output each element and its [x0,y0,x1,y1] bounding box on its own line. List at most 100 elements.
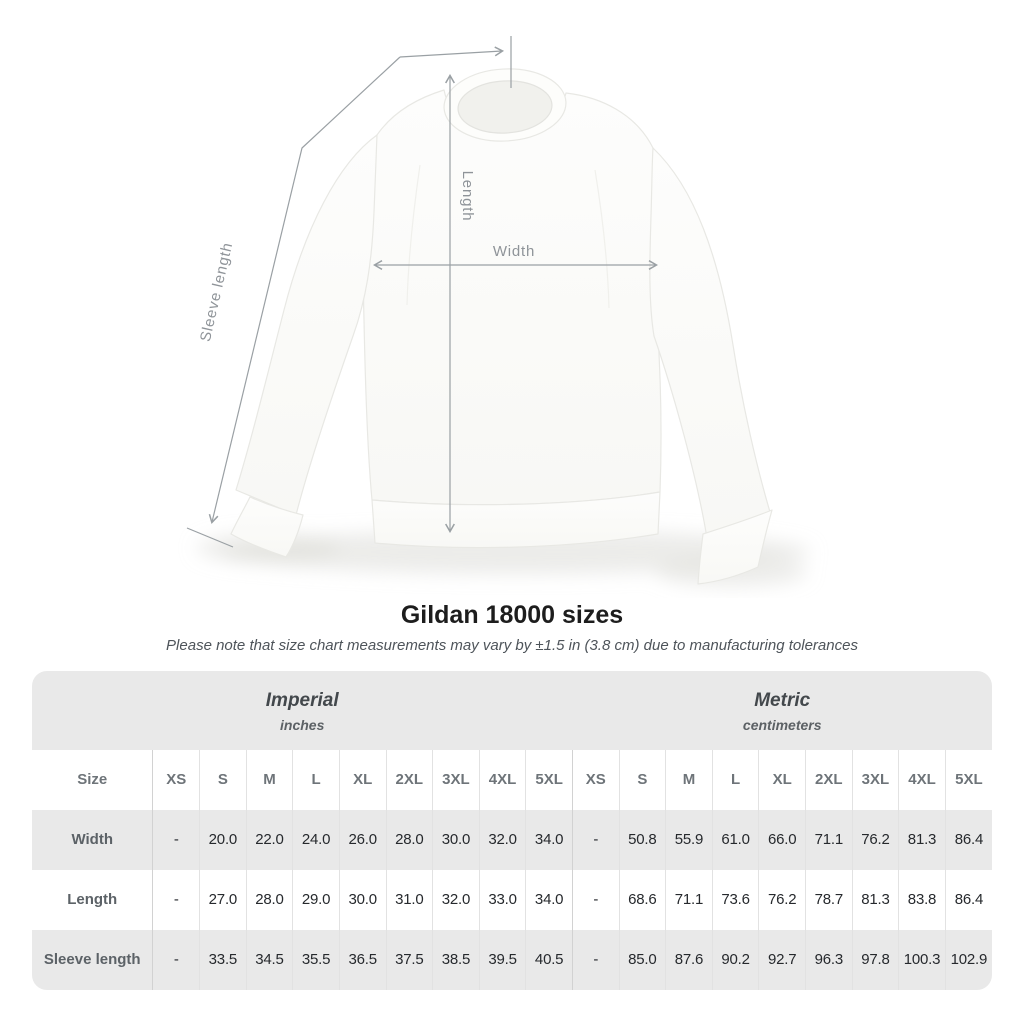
value-cell: - [571,809,620,870]
value-cell: 66.0 [758,809,806,870]
size-chart-table: Imperial inches Metric centimeters Size … [32,670,992,990]
value-cell: 35.5 [292,929,340,990]
size-header-cell: M [245,749,293,810]
size-header-cell: L [711,749,759,810]
value-cell: 32.0 [432,869,480,930]
value-cell: 28.0 [385,809,433,870]
size-header-cell: 3XL [851,749,899,810]
value-cell: 26.0 [338,809,386,870]
garment-shadow [196,530,811,587]
size-header-cell: XL [758,749,806,810]
value-cell: - [152,869,200,930]
value-cell: 81.3 [851,869,899,930]
value-cell: 37.5 [385,929,433,990]
size-header-cell: 2XL [804,749,853,810]
value-cell: 85.0 [618,929,666,990]
value-cell: 32.0 [478,809,526,870]
value-cell: 102.9 [944,929,992,990]
value-cell: 31.0 [385,869,433,930]
value-cell: 30.0 [432,809,480,870]
table-row-length: Length - 27.0 28.0 29.0 30.0 31.0 32.0 3… [32,869,992,930]
width-label: Width [493,243,535,260]
imperial-label: Imperial [265,689,339,711]
sleeve-length-label: Sleeve length [197,241,236,344]
sweatshirt-illustration [230,68,773,585]
row-label: Length [32,869,153,930]
value-cell: 86.4 [944,869,992,930]
value-cell: - [152,929,200,990]
value-cell: 27.0 [199,869,247,930]
sizes-header-row: Size XS S M L XL 2XL 3XL 4XL 5XL XS S M … [32,749,992,810]
value-cell: 96.3 [804,929,853,990]
size-header-cell: XS [152,749,200,810]
value-cell: 34.5 [245,929,293,990]
value-cell: 39.5 [478,929,526,990]
size-header-cell: 5XL [944,749,992,810]
value-cell: 73.6 [711,869,759,930]
value-cell: 71.1 [665,869,713,930]
imperial-unit: inches [280,716,325,733]
size-column-header: Size [32,749,153,810]
value-cell: 40.5 [525,929,573,990]
value-cell: - [571,929,620,990]
size-header-cell: XS [571,749,620,810]
table-row-sleeve-length: Sleeve length - 33.5 34.5 35.5 36.5 37.5… [32,929,992,990]
value-cell: 83.8 [898,869,946,930]
size-header-cell: 4XL [478,749,526,810]
value-cell: 38.5 [432,929,480,990]
value-cell: 100.3 [898,929,946,990]
value-cell: 90.2 [711,929,759,990]
value-cell: 29.0 [292,869,340,930]
metric-header: Metric centimeters [572,670,992,750]
length-label: Length [459,171,476,222]
value-cell: 34.0 [525,809,573,870]
product-figure: Length Width Sleeve length [186,36,811,587]
size-header-cell: XL [338,749,386,810]
value-cell: 71.1 [804,809,853,870]
sleeve-length-arrow [399,46,505,58]
value-cell: 20.0 [199,809,247,870]
value-cell: 76.2 [758,869,806,930]
size-header-cell: S [618,749,666,810]
value-cell: 97.8 [851,929,899,990]
row-label: Width [32,809,153,870]
size-header-cell: 3XL [432,749,480,810]
units-header-row: Imperial inches Metric centimeters [32,670,992,750]
value-cell: 50.8 [618,809,666,870]
value-cell: 78.7 [804,869,853,930]
value-cell: 68.6 [618,869,666,930]
value-cell: - [571,869,620,930]
tolerance-note: Please note that size chart measurements… [166,637,858,654]
value-cell: 86.4 [944,809,992,870]
sleeve-length-arrow [208,56,401,525]
value-cell: 28.0 [245,869,293,930]
value-cell: 33.0 [478,869,526,930]
size-header-cell: L [292,749,340,810]
cuff-tick-line [186,527,234,548]
page-title: Gildan 18000 sizes [400,601,624,629]
metric-label: Metric [754,689,811,711]
size-header-cell: M [665,749,713,810]
value-cell: 87.6 [665,929,713,990]
value-cell: 30.0 [338,869,386,930]
sweatshirt-photo: Length Width Sleeve length [186,36,811,587]
row-label: Sleeve length [32,929,153,990]
table-row-width: Width - 20.0 22.0 24.0 26.0 28.0 30.0 32… [32,809,992,870]
imperial-header: Imperial inches [32,670,573,750]
value-cell: 24.0 [292,809,340,870]
value-cell: 36.5 [338,929,386,990]
value-cell: 81.3 [898,809,946,870]
value-cell: 61.0 [711,809,759,870]
size-header-cell: 2XL [385,749,433,810]
value-cell: 92.7 [758,929,806,990]
value-cell: 76.2 [851,809,899,870]
size-header-cell: S [199,749,247,810]
value-cell: 55.9 [665,809,713,870]
value-cell: 33.5 [199,929,247,990]
value-cell: - [152,809,200,870]
size-header-cell: 4XL [898,749,946,810]
value-cell: 22.0 [245,809,293,870]
size-header-cell: 5XL [525,749,573,810]
value-cell: 34.0 [525,869,573,930]
metric-unit: centimeters [742,716,822,733]
